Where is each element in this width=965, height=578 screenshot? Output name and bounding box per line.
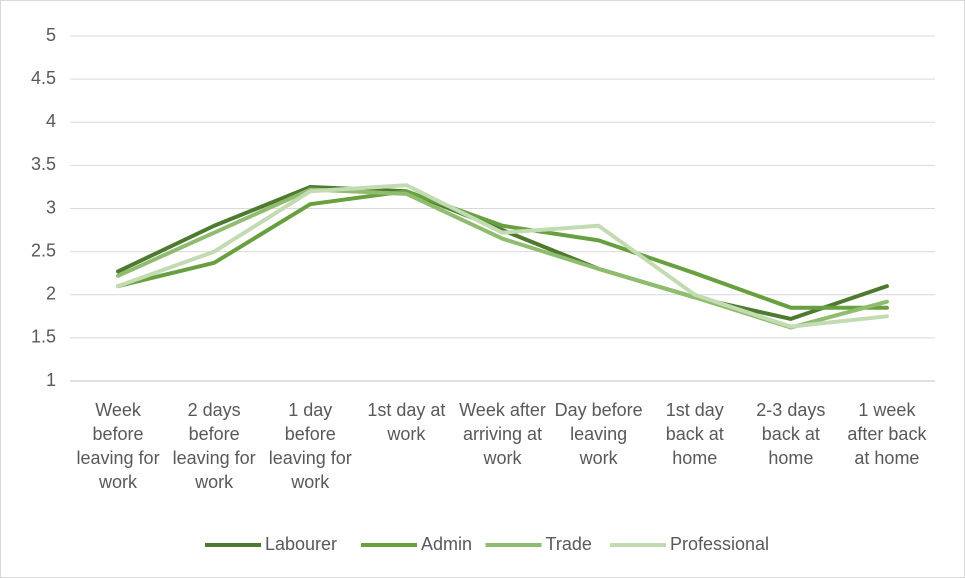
legend-label: Labourer — [265, 534, 337, 554]
y-tick-label: 2.5 — [31, 240, 56, 260]
x-tick-label: 1st day back at home — [665, 400, 724, 468]
x-tick-label: Week after arriving at work — [459, 400, 546, 468]
y-tick-label: 1 — [46, 370, 56, 390]
legend-label: Trade — [546, 534, 592, 554]
y-tick-label: 5 — [46, 25, 56, 45]
legend-label: Admin — [421, 534, 472, 554]
y-tick-label: 1.5 — [31, 327, 56, 347]
series-line — [116, 184, 889, 321]
series-line — [116, 183, 889, 329]
x-tick-label: 1st day at work — [367, 400, 446, 444]
x-tick-label: Day before leaving work — [554, 400, 643, 468]
x-tick-label: 1 week after back at home — [847, 400, 927, 468]
series-line — [116, 189, 889, 310]
x-tick-label: 2 days before leaving for work — [172, 400, 256, 492]
y-tick-label: 4 — [46, 111, 56, 131]
y-tick-label: 3 — [46, 197, 56, 217]
y-tick-label: 2 — [46, 284, 56, 304]
y-tick-label: 4.5 — [31, 68, 56, 88]
x-tick-label: Week before leaving for work — [76, 400, 160, 492]
y-tick-label: 3.5 — [31, 154, 56, 174]
x-tick-label: 2-3 days back at home — [756, 400, 826, 468]
legend-label: Professional — [670, 534, 769, 554]
x-tick-label: 1 day before leaving for work — [268, 400, 352, 492]
